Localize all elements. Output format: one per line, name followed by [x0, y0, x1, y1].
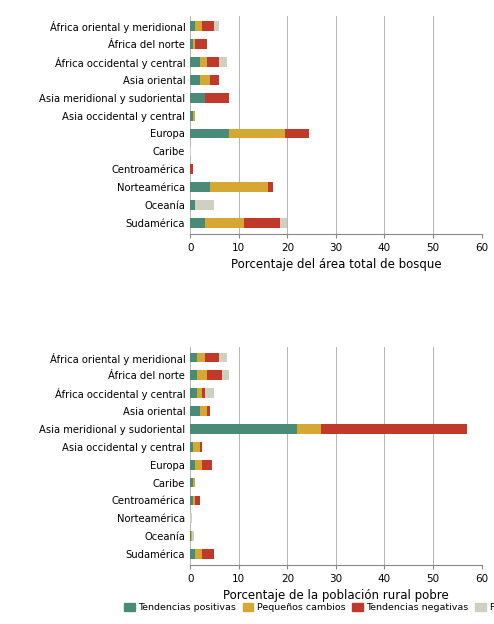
Bar [195, 200, 214, 210]
Bar [198, 371, 207, 380]
Bar [195, 495, 200, 505]
Bar [222, 371, 229, 380]
Bar [190, 129, 229, 139]
Legend: Tendencias positivas, Pequeños cambios, Tendencias negativas, Faltan datos: Tendencias positivas, Pequeños cambios, … [121, 600, 494, 616]
Bar [190, 147, 191, 156]
Bar [200, 57, 207, 67]
Bar [190, 442, 193, 452]
Bar [190, 353, 198, 363]
Bar [207, 57, 219, 67]
Bar [297, 424, 321, 434]
Bar [190, 477, 193, 487]
Bar [190, 93, 205, 103]
Bar [190, 57, 200, 67]
Bar [198, 388, 203, 398]
Bar [209, 75, 219, 85]
Bar [195, 39, 207, 49]
Bar [190, 460, 195, 470]
Bar [205, 353, 219, 363]
Bar [203, 388, 205, 398]
Bar [214, 21, 219, 31]
X-axis label: Porcentaje de la población rural pobre: Porcentaje de la población rural pobre [223, 589, 449, 602]
Bar [207, 371, 222, 380]
Bar [190, 218, 205, 228]
Bar [195, 460, 203, 470]
Bar [200, 406, 207, 416]
Bar [285, 129, 309, 139]
Bar [198, 353, 205, 363]
Bar [205, 93, 229, 103]
Bar [205, 388, 214, 398]
Bar [229, 129, 285, 139]
Bar [193, 39, 195, 49]
Bar [219, 353, 227, 363]
Bar [203, 21, 214, 31]
Bar [200, 442, 203, 452]
X-axis label: Porcentaje del área total de bosque: Porcentaje del área total de bosque [231, 258, 441, 271]
Bar [190, 388, 198, 398]
Bar [191, 531, 192, 541]
Bar [244, 218, 280, 228]
Bar [190, 514, 192, 523]
Bar [190, 424, 297, 434]
Bar [190, 371, 198, 380]
Bar [190, 406, 200, 416]
Bar [193, 110, 195, 120]
Bar [200, 75, 209, 85]
Bar [195, 21, 203, 31]
Bar [209, 182, 268, 192]
Bar [190, 110, 193, 120]
Bar [321, 424, 467, 434]
Bar [193, 477, 195, 487]
Bar [195, 549, 203, 559]
Bar [219, 57, 227, 67]
Bar [190, 495, 193, 505]
Bar [190, 164, 193, 174]
Bar [190, 531, 191, 541]
Bar [193, 442, 200, 452]
Bar [190, 75, 200, 85]
Bar [203, 549, 214, 559]
Bar [203, 460, 212, 470]
Bar [193, 495, 195, 505]
Bar [190, 21, 195, 31]
Bar [192, 531, 194, 541]
Bar [190, 549, 195, 559]
Bar [190, 182, 209, 192]
Bar [280, 218, 288, 228]
Bar [190, 200, 195, 210]
Bar [207, 406, 209, 416]
Bar [205, 218, 244, 228]
Bar [268, 182, 273, 192]
Bar [190, 39, 193, 49]
